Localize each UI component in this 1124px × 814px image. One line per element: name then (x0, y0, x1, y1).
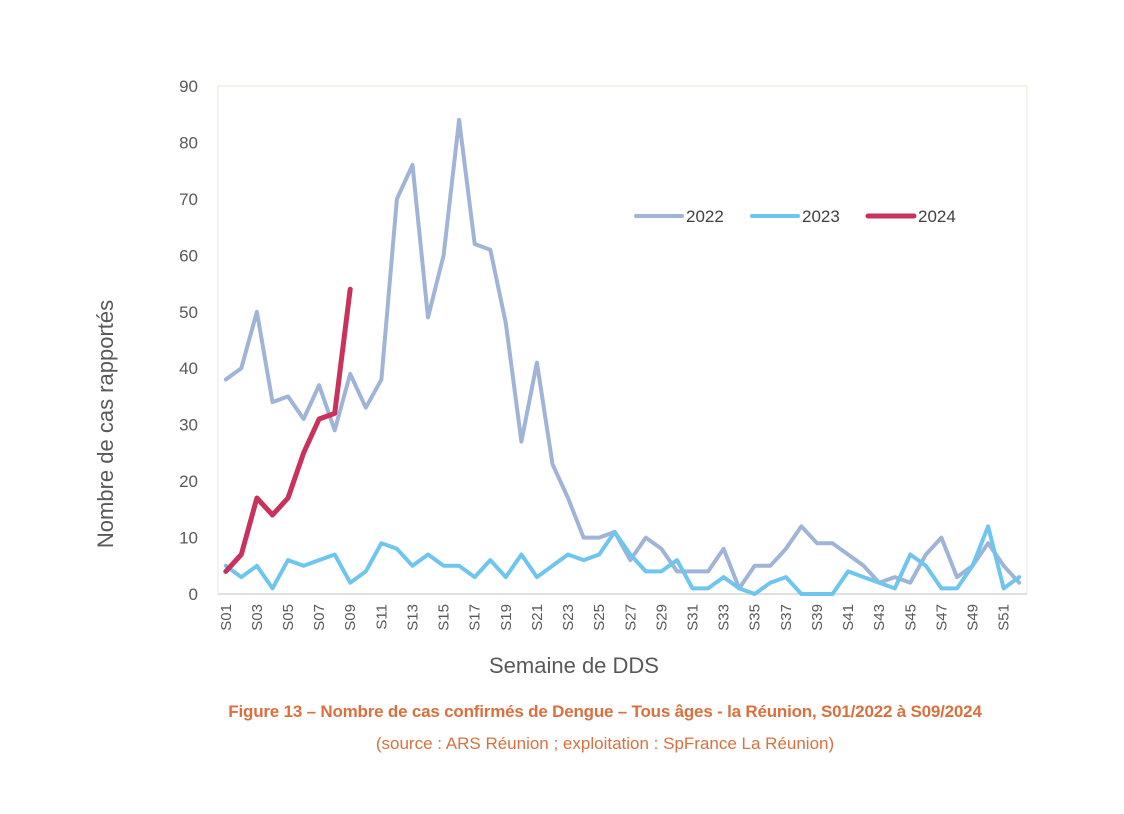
figure-caption-source: (source : ARS Réunion ; exploitation : S… (375, 734, 835, 753)
x-axis-title: Semaine de DDS (489, 653, 659, 678)
series-line-2023 (223, 524, 1022, 596)
x-tick-label: S05 (280, 604, 297, 631)
series-lines (223, 117, 1022, 596)
x-tick-label: S07 (311, 604, 328, 631)
x-tick-label: S47 (933, 604, 950, 631)
x-tick-label: S31 (685, 604, 702, 631)
x-tick-label: S33 (716, 604, 733, 631)
x-tick-label: S13 (404, 604, 421, 631)
y-tick-label: 80 (179, 133, 198, 152)
x-tick-label: S23 (560, 604, 577, 631)
x-tick-label: S29 (653, 604, 670, 631)
x-tick-label: S45 (902, 604, 919, 631)
x-tick-label: S09 (342, 604, 359, 631)
x-tick-label: S03 (249, 604, 266, 631)
x-tick-label: S49 (965, 604, 982, 631)
plot-area (217, 85, 1028, 595)
legend-label-2023: 2023 (802, 207, 840, 226)
y-tick-label: 40 (179, 359, 198, 378)
y-tick-label: 10 (179, 529, 198, 548)
legend: 2022 2023 2024 (634, 207, 956, 226)
y-tick-label: 70 (179, 190, 198, 209)
y-tick-label: 30 (179, 416, 198, 435)
legend-label-2024: 2024 (918, 207, 956, 226)
x-tick-label: S35 (747, 604, 764, 631)
x-tick-label: S37 (778, 604, 795, 631)
x-tick-label: S43 (871, 604, 888, 631)
x-tick-label: S17 (467, 604, 484, 631)
x-tick-label: S15 (436, 604, 453, 631)
x-tick-label: S27 (622, 604, 639, 631)
y-tick-label: 90 (179, 77, 198, 96)
x-tick-label: S21 (529, 604, 546, 631)
legend-label-2022: 2022 (686, 207, 724, 226)
x-tick-label: S25 (591, 604, 608, 631)
y-axis-ticks: 0 10 20 30 40 50 60 70 80 90 (179, 77, 198, 604)
y-tick-label: 0 (189, 585, 198, 604)
x-tick-label: S11 (373, 604, 390, 630)
x-tick-label: S51 (996, 604, 1013, 631)
x-axis-ticks: S01 S03 S05 S07 S09 S11 S13 S15 S17 S19 S21 S23 S25 S… (218, 604, 1013, 631)
x-tick-label: S39 (809, 604, 826, 631)
x-tick-label: S01 (218, 604, 235, 631)
series-line-2024 (223, 286, 353, 574)
y-tick-label: 50 (179, 303, 198, 322)
y-tick-label: 60 (179, 246, 198, 265)
figure-caption-title: Figure 13 – Nombre de cas confirmés de D… (228, 702, 982, 721)
y-tick-label: 20 (179, 472, 198, 491)
x-tick-label: S41 (840, 604, 857, 631)
x-tick-label: S19 (498, 604, 515, 631)
y-axis-title: Nombre de cas rapportés (93, 300, 118, 548)
